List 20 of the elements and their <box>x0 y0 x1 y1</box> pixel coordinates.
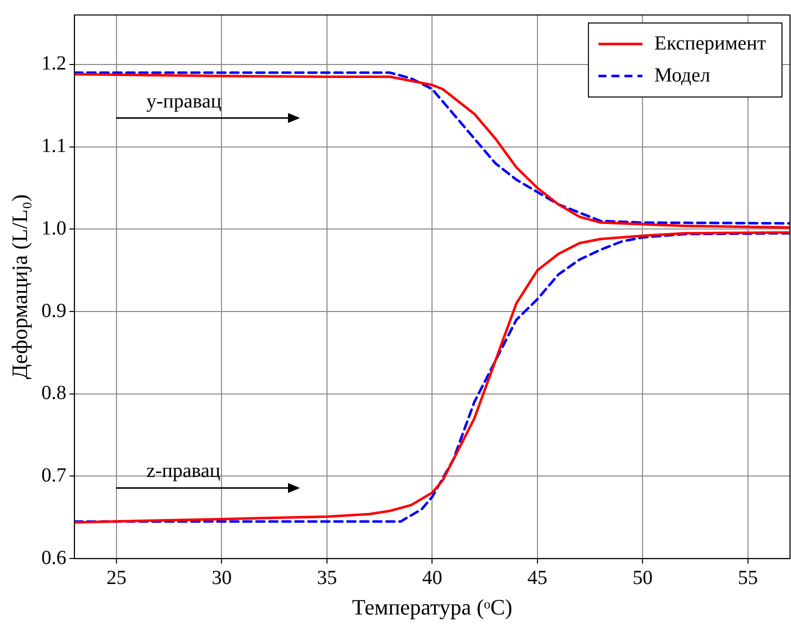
y-tick-label: 0.7 <box>41 464 66 486</box>
annotation: z-правац <box>146 460 221 482</box>
y-axis-title: Деформација (L/L₀) <box>6 194 32 380</box>
x-tick-label: 45 <box>527 566 548 589</box>
y-tick-label: 0.9 <box>41 300 66 322</box>
y-tick-label: 0.8 <box>41 382 66 404</box>
annotation: y-правац <box>146 90 222 113</box>
y-tick-label: 1.1 <box>41 135 66 158</box>
x-tick-label: 50 <box>632 566 653 589</box>
x-tick-label: 25 <box>106 566 126 589</box>
x-tick-label: 55 <box>738 566 758 589</box>
y-tick-label: 1.2 <box>41 52 66 75</box>
y-tick-label: 0.6 <box>41 546 66 569</box>
x-tick-label: 40 <box>422 566 442 589</box>
x-tick-label: 30 <box>212 566 232 589</box>
y-tick-label: 1.0 <box>41 217 66 240</box>
x-tick-label: 35 <box>316 566 337 589</box>
legend-label: Експеримент <box>654 32 766 54</box>
legend-label: Модел <box>654 64 710 86</box>
x-axis-title: Температура (ᵒC) <box>352 594 512 620</box>
